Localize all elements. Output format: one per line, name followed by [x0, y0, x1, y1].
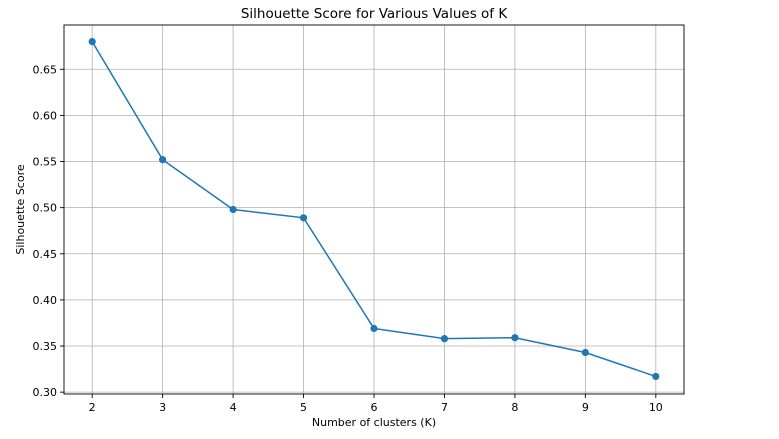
- x-tick-label: 7: [441, 401, 448, 414]
- y-tick-label: 0.65: [33, 63, 58, 76]
- y-tick-label: 0.45: [33, 248, 58, 261]
- data-point: [229, 205, 237, 214]
- y-tick-label: 0.60: [33, 109, 58, 122]
- data-point: [88, 38, 96, 46]
- x-tick-label: 2: [89, 401, 96, 414]
- ticks: 2 3 4 5 6 7 8 9 10 0.30 0.35 0.40 0.45 0.50 0.55 0.60 0.…: [33, 63, 663, 414]
- data-point: [299, 214, 308, 222]
- y-tick-label: 0.35: [33, 340, 58, 353]
- data-point: [581, 348, 589, 357]
- x-axis-label: Number of clusters (K): [312, 416, 436, 429]
- y-tick-label: 0.55: [33, 156, 58, 169]
- data-point: [440, 335, 449, 343]
- x-tick-label: 5: [300, 401, 307, 414]
- grid: [64, 25, 684, 394]
- x-tick-label: 8: [511, 401, 518, 414]
- data-point: [511, 334, 519, 342]
- x-tick-label: 9: [582, 401, 589, 414]
- data-point: [159, 156, 167, 164]
- data-point: [652, 372, 660, 381]
- x-tick-label: 4: [230, 401, 237, 414]
- data-point: [370, 324, 378, 333]
- chart-title: Silhouette Score for Various Values of K: [241, 6, 508, 22]
- y-tick-label: 0.30: [33, 386, 58, 399]
- x-tick-label: 6: [371, 401, 378, 414]
- series-layer: [88, 38, 660, 381]
- y-tick-label: 0.50: [33, 202, 58, 215]
- y-tick-label: 0.40: [33, 294, 58, 307]
- x-tick-label: 3: [159, 401, 166, 414]
- x-tick-label: 10: [649, 401, 663, 414]
- y-axis-label: Silhouette Score: [14, 164, 27, 254]
